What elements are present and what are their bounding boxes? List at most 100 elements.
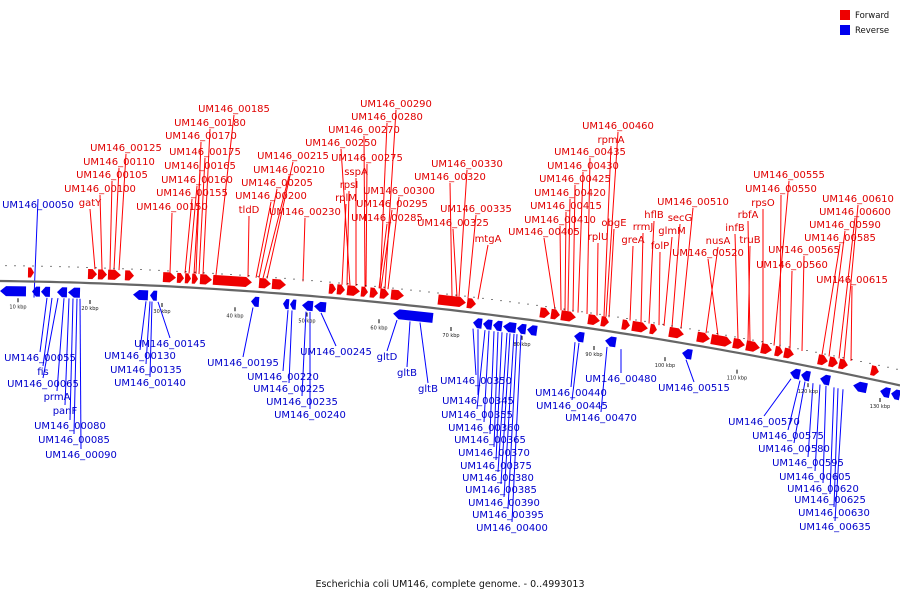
forward-gene-arrow — [162, 272, 176, 283]
reverse-gene-label: UM146_00575 — [752, 431, 824, 442]
leader-line — [572, 184, 576, 312]
leader-line — [477, 244, 489, 300]
leader-line — [493, 331, 499, 448]
leader-line — [73, 298, 78, 435]
leader-line — [363, 135, 366, 287]
forward-gene-label: UM146_00155 — [156, 188, 228, 199]
reverse-gene-label: UM146_00140 — [114, 378, 186, 389]
forward-gene-arrow — [539, 307, 550, 318]
leader-line — [380, 209, 393, 289]
reverse-gene-label: UM146_00220 — [247, 372, 319, 383]
gene-labels: UM146_00185UM146_00180UM146_00170UM146_0… — [2, 99, 894, 534]
reverse-gene-label: gltB — [397, 368, 417, 379]
scale-tick-label: 50 kbp — [298, 319, 315, 325]
leader-line — [184, 198, 193, 274]
forward-gene-arrow — [760, 343, 772, 355]
gene-arrows — [0, 267, 900, 401]
leader-line — [671, 223, 681, 328]
forward-gene-label: UM146_00610 — [822, 194, 894, 205]
scale-tick-label: 130 kbp — [870, 404, 890, 410]
leader-line — [64, 298, 70, 406]
reverse-gene-label: UM146_00225 — [253, 384, 325, 395]
leader-line — [419, 322, 429, 384]
forward-gene-arrow — [745, 340, 760, 352]
leader-line — [198, 157, 206, 275]
forward-gene-label: UM146_00325 — [417, 218, 489, 229]
reverse-gene-label: UM146_00515 — [658, 383, 730, 394]
forward-gene-label: UM146_00110 — [83, 157, 155, 168]
forward-gene-label: UM146_00320 — [414, 172, 486, 183]
leader-line — [763, 378, 792, 417]
leader-line — [262, 175, 290, 279]
forward-gene-label: UM146_00290 — [360, 99, 432, 110]
reverse-gene-arrow — [605, 336, 617, 348]
leader-line — [42, 298, 59, 379]
forward-gene-arrow — [817, 354, 828, 366]
leader-line — [195, 141, 202, 274]
leader-line — [605, 131, 619, 317]
leader-line — [33, 198, 39, 298]
leader-line — [302, 217, 306, 282]
leader-line — [188, 185, 198, 274]
leader-line — [834, 389, 844, 522]
reverse-gene-label: UM146_00065 — [7, 379, 79, 390]
reverse-gene-label: UM146_00055 — [4, 353, 76, 364]
leader-line — [685, 359, 695, 383]
leader-line — [42, 297, 53, 367]
forward-gene-arrow — [600, 316, 609, 327]
leader-line — [608, 228, 615, 318]
forward-gene-label: rpsO — [751, 198, 775, 209]
reverse-gene-label: UM146_00360 — [448, 423, 520, 434]
leader-line — [476, 330, 486, 410]
forward-gene-arrow — [774, 345, 783, 357]
forward-gene-arrow — [732, 338, 745, 349]
forward-gene-label: UM146_00175 — [169, 147, 241, 158]
forward-gene-arrow — [649, 323, 657, 335]
reverse-gene-label: UM146_00635 — [799, 522, 871, 533]
leader-line — [838, 217, 856, 359]
reverse-gene-label: UM146_00130 — [104, 351, 176, 362]
leader-line — [680, 207, 694, 329]
leader-line — [113, 167, 120, 270]
reverse-gene-label: UM146_00145 — [134, 339, 206, 350]
leader-line — [458, 169, 468, 297]
reverse-gene-label: gltB — [418, 384, 438, 395]
leader-line — [793, 381, 806, 444]
forward-gene-label: rplM — [335, 193, 357, 204]
leader-line — [145, 301, 151, 365]
forward-gene-label: nusA — [706, 236, 731, 247]
leader-line — [500, 333, 511, 485]
reverse-gene-label: UM146_00370 — [458, 448, 530, 459]
forward-gene-arrow — [828, 356, 838, 368]
reverse-gene-label: UM146_00050 — [2, 200, 74, 211]
forward-gene-label: UM146_00180 — [174, 118, 246, 129]
leader-line — [640, 232, 644, 323]
leader-line — [833, 388, 839, 508]
leader-line — [559, 225, 562, 311]
leader-line — [543, 237, 556, 310]
leader-line — [387, 196, 400, 290]
genome-backbone — [0, 279, 900, 387]
forward-gene-label: UM146_00250 — [305, 138, 377, 149]
forward-gene-arrow — [87, 268, 97, 280]
forward-gene-label: rpmA — [597, 135, 624, 146]
leader-line — [365, 163, 368, 287]
leader-line — [801, 255, 805, 352]
leader-lines — [33, 109, 859, 523]
forward-gene-label: UM146_00410 — [524, 215, 596, 226]
forward-gene-label: gatY — [79, 198, 102, 209]
leader-line — [600, 346, 608, 413]
forward-gene-arrow — [668, 326, 684, 339]
scale-tick-label: 100 kbp — [655, 363, 675, 369]
reverse-gene-arrow — [393, 309, 434, 323]
forward-gene-label: UM146_00125 — [90, 143, 162, 154]
leader-line — [379, 122, 388, 289]
leader-line — [850, 285, 853, 361]
reverse-gene-arrow — [801, 370, 811, 382]
forward-gene-label: glmM — [658, 226, 686, 237]
reverse-gene-arrow — [527, 325, 538, 336]
leader-line — [629, 245, 634, 321]
leader-line — [89, 208, 96, 270]
forward-gene-label: UM146_00210 — [253, 165, 325, 176]
leader-line — [648, 220, 655, 324]
